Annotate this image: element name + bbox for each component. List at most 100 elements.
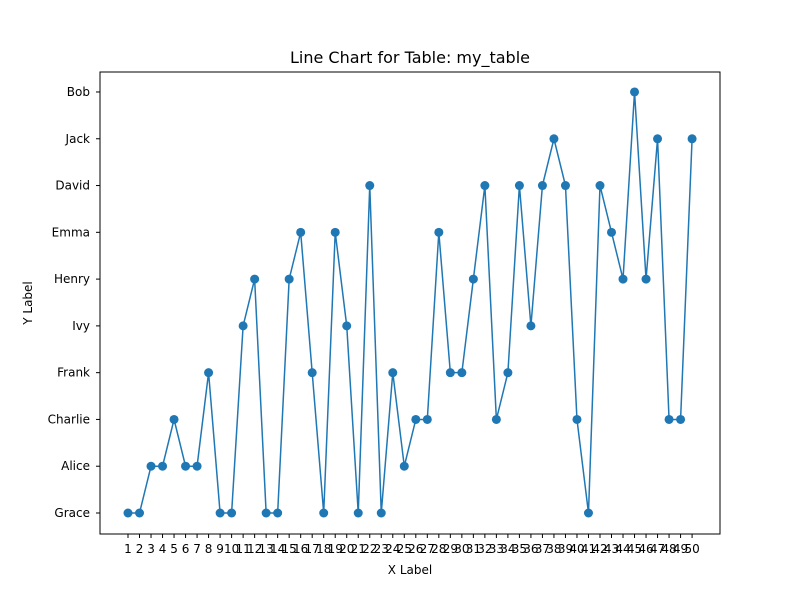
data-point	[261, 508, 271, 518]
x-tick-label: 37	[535, 542, 550, 556]
x-tick-label: 16	[293, 542, 308, 556]
data-point	[250, 274, 260, 284]
data-point	[192, 461, 202, 471]
data-point	[227, 508, 237, 518]
y-tick-label: Alice	[61, 459, 90, 473]
x-tick-label: 18	[316, 542, 331, 556]
data-point	[630, 87, 640, 97]
x-tick-label: 7	[193, 542, 201, 556]
x-tick-label: 38	[546, 542, 561, 556]
x-tick-label: 33	[489, 542, 504, 556]
data-point	[273, 508, 283, 518]
x-tick-label: 47	[650, 542, 665, 556]
x-axis: 1 2 3 4 5 6 7 8 9 1011121314151617181920212223242…	[124, 534, 700, 556]
y-tick-label: Henry	[54, 272, 90, 286]
data-point	[365, 181, 375, 191]
y-tick-label: Frank	[57, 366, 90, 380]
x-tick-label: 23	[374, 542, 389, 556]
data-point	[181, 461, 191, 471]
data-point	[526, 321, 536, 331]
data-point	[676, 414, 686, 424]
data-point	[653, 134, 663, 144]
data-point	[330, 227, 340, 237]
x-tick-label: 15	[282, 542, 297, 556]
data-point	[399, 461, 409, 471]
data-point	[687, 134, 697, 144]
x-tick-label: 41	[581, 542, 596, 556]
x-tick-label: 42	[592, 542, 607, 556]
plot-area-frame	[99, 71, 721, 535]
data-point	[146, 461, 156, 471]
data-point	[422, 414, 432, 424]
data-point	[457, 368, 467, 378]
x-tick-label: 28	[431, 542, 446, 556]
data-point	[468, 274, 478, 284]
y-tick-label: Ivy	[72, 319, 90, 333]
x-tick-label: 31	[466, 542, 481, 556]
x-tick-label: 20	[339, 542, 354, 556]
data-point	[215, 508, 225, 518]
x-tick-label: 45	[627, 542, 642, 556]
y-tick-label: Emma	[52, 225, 90, 239]
x-tick-label: 6	[182, 542, 190, 556]
data-point	[238, 321, 248, 331]
chart-title: Line Chart for Table: my_table	[290, 48, 530, 68]
data-point	[503, 368, 513, 378]
x-tick-label: 2	[136, 542, 144, 556]
data-point	[560, 181, 570, 191]
data-point	[583, 508, 593, 518]
x-tick-label: 21	[351, 542, 366, 556]
data-point	[434, 227, 444, 237]
y-axis: Grace Alice Charlie Frank Ivy Henry Emma David J…	[48, 85, 100, 520]
data-point	[169, 414, 179, 424]
data-point	[572, 414, 582, 424]
x-tick-label: 9	[216, 542, 224, 556]
x-tick-label: 4	[159, 542, 167, 556]
y-tick-label: David	[55, 179, 90, 193]
x-tick-label: 26	[408, 542, 423, 556]
x-tick-label: 3	[147, 542, 155, 556]
data-point	[491, 414, 501, 424]
x-tick-label: 39	[558, 542, 573, 556]
data-point	[342, 321, 352, 331]
x-tick-label: 12	[247, 542, 262, 556]
data-point	[664, 414, 674, 424]
x-tick-label: 43	[604, 542, 619, 556]
series-points	[123, 87, 697, 518]
data-point	[618, 274, 628, 284]
x-tick-label: 48	[661, 542, 676, 556]
data-point	[537, 181, 547, 191]
data-point	[641, 274, 651, 284]
data-point	[204, 368, 214, 378]
x-tick-label: 29	[443, 542, 458, 556]
y-axis-label: Y Label	[21, 281, 35, 326]
data-point	[376, 508, 386, 518]
data-point	[388, 368, 398, 378]
x-tick-label: 34	[500, 542, 515, 556]
x-tick-label: 27	[420, 542, 435, 556]
x-tick-label: 13	[259, 542, 274, 556]
series-line	[128, 91, 693, 514]
x-tick-label: 11	[235, 542, 250, 556]
data-point	[411, 414, 421, 424]
x-tick-label: 50	[684, 542, 699, 556]
x-tick-label: 35	[512, 542, 527, 556]
x-tick-label: 40	[569, 542, 584, 556]
x-tick-label: 32	[477, 542, 492, 556]
data-point	[158, 461, 168, 471]
x-tick-label: 30	[454, 542, 469, 556]
y-tick-label: Jack	[65, 132, 90, 146]
x-tick-label: 5	[170, 542, 178, 556]
data-point	[549, 134, 559, 144]
data-point	[135, 508, 145, 518]
data-point	[123, 508, 133, 518]
data-point	[353, 508, 363, 518]
x-tick-label: 10	[224, 542, 239, 556]
x-tick-label: 46	[638, 542, 653, 556]
data-point	[319, 508, 329, 518]
x-tick-label: 25	[397, 542, 412, 556]
y-tick-label: Grace	[54, 506, 90, 520]
data-point	[607, 227, 617, 237]
y-tick-label: Charlie	[48, 412, 90, 426]
